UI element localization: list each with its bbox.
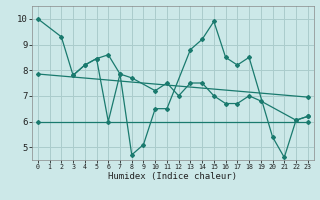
X-axis label: Humidex (Indice chaleur): Humidex (Indice chaleur) xyxy=(108,172,237,181)
